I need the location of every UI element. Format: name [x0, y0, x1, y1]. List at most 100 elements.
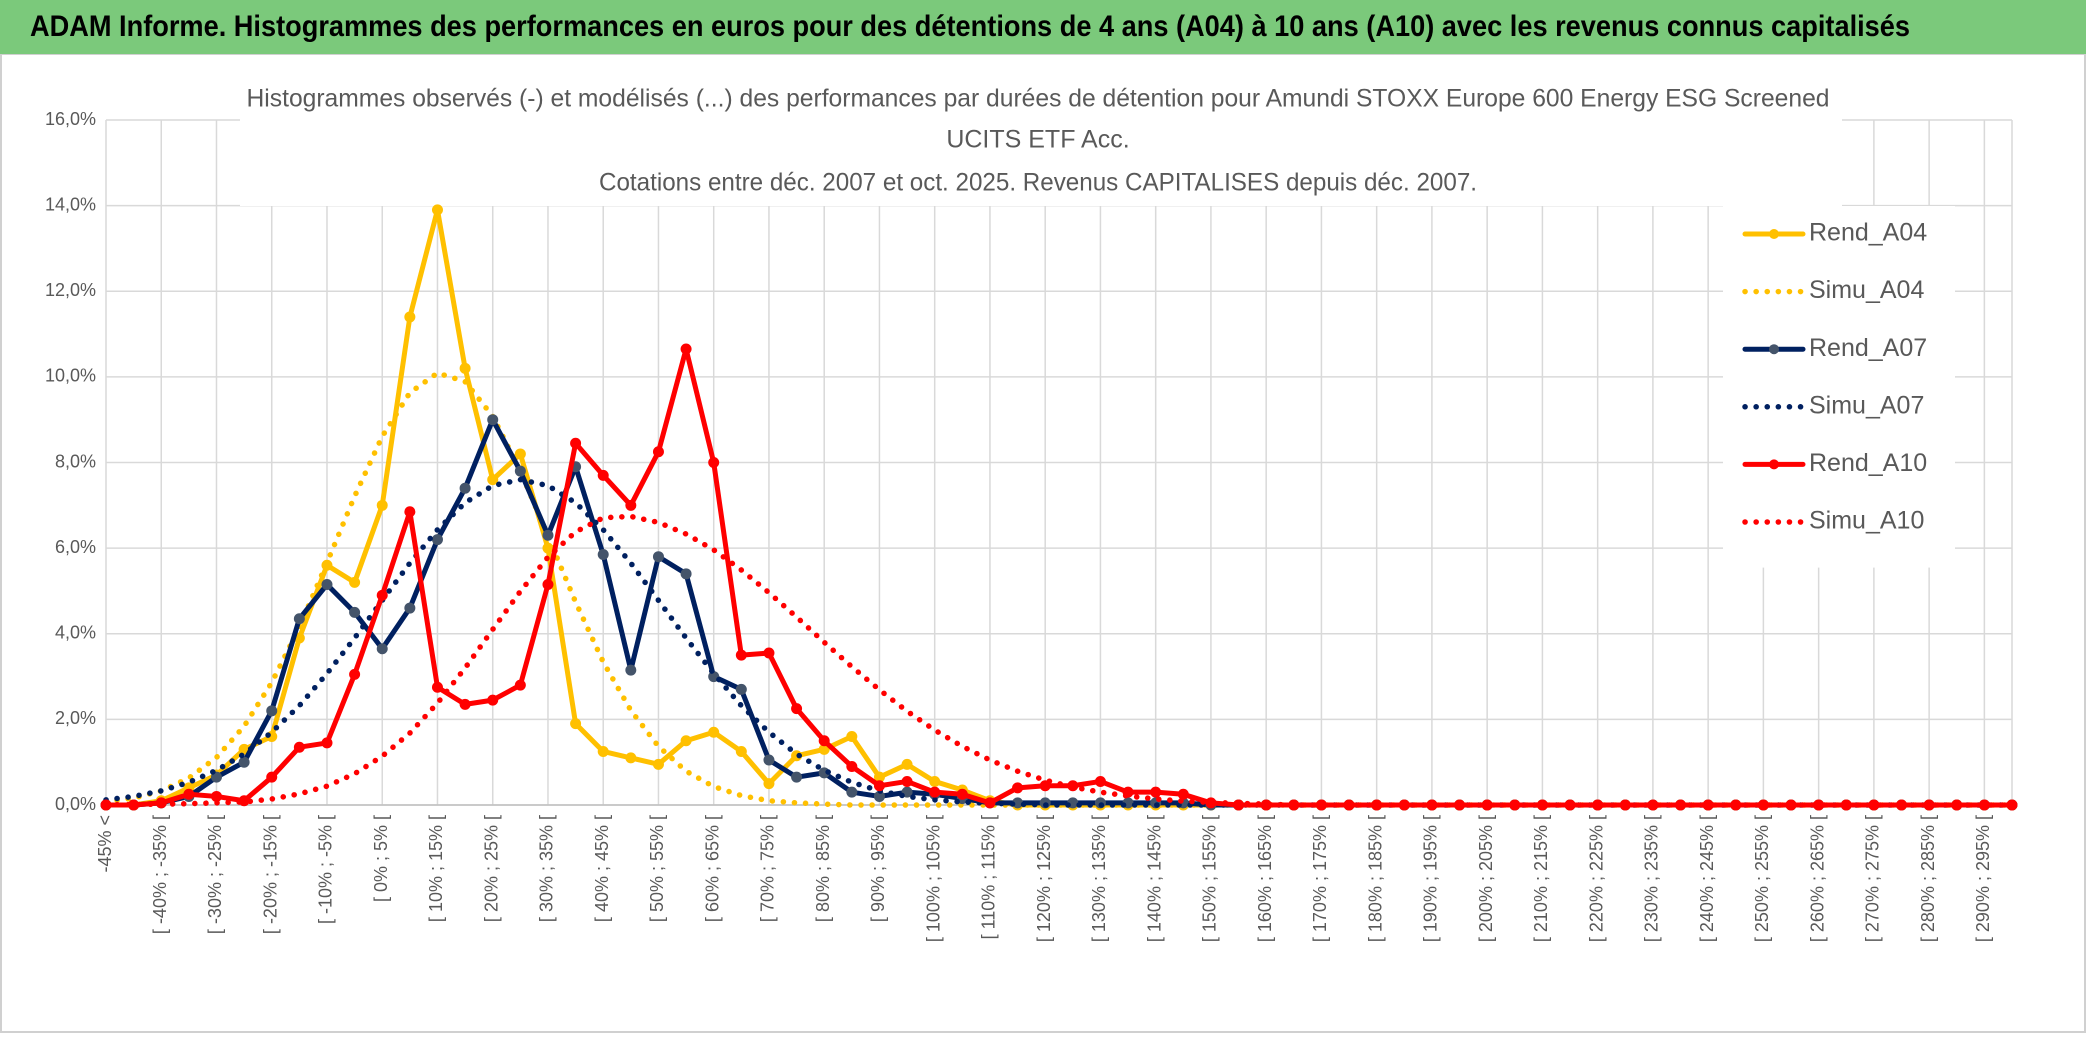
x-tick-label: [ 120% ; 125% [ — [1034, 815, 1054, 942]
data-point — [984, 797, 996, 809]
data-point — [956, 788, 968, 800]
data-point — [929, 786, 941, 798]
legend-label: Simu_A04 — [1809, 276, 1924, 304]
data-point — [487, 414, 499, 426]
legend-label: Rend_A07 — [1809, 334, 1927, 362]
data-point — [1094, 775, 1106, 787]
data-point — [901, 775, 913, 787]
legend-label: Rend_A10 — [1809, 449, 1927, 477]
y-tick-label: 0,0% — [55, 794, 96, 814]
x-tick-label: [ 290% ; 295% [ — [1973, 815, 1993, 942]
x-tick-label: [ 130% ; 135% [ — [1089, 815, 1109, 942]
x-tick-label: -45% < — [95, 815, 115, 873]
data-point — [625, 499, 637, 511]
data-point — [680, 735, 692, 747]
legend-marker — [1769, 229, 1779, 239]
data-point — [846, 731, 858, 742]
data-point — [514, 679, 526, 691]
data-point — [597, 549, 609, 561]
legend-label: Simu_A10 — [1809, 507, 1924, 535]
data-point — [846, 760, 858, 772]
data-point — [459, 482, 471, 494]
data-point — [818, 735, 830, 747]
data-point — [293, 613, 305, 625]
x-tick-label: [ 160% ; 165% [ — [1255, 815, 1275, 942]
legend: Rend_A04 Simu_A04 Rend_A07 Simu_A07 Rend_A10… — [1723, 206, 1955, 568]
data-point — [873, 780, 885, 792]
chart-title: Cotations entre déc. 2007 et oct. 2025. … — [599, 169, 1477, 197]
data-point — [2006, 799, 2018, 811]
x-tick-label: [ -30% ; -25% [ — [205, 815, 225, 934]
data-point — [652, 551, 664, 563]
data-point — [929, 775, 941, 787]
y-tick-label: 4,0% — [55, 623, 96, 643]
data-point — [459, 362, 471, 374]
title-box — [240, 80, 1842, 206]
data-point — [735, 745, 747, 757]
x-tick-label: [ 150% ; 155% [ — [1200, 815, 1220, 942]
data-point — [597, 469, 609, 481]
data-point — [652, 758, 664, 770]
header-band — [0, 0, 2086, 54]
data-point — [487, 694, 499, 706]
x-tick-label: [ 80% ; 85% [ — [813, 815, 833, 922]
data-point — [404, 311, 416, 323]
data-point — [293, 741, 305, 753]
x-tick-label: [ 280% ; 285% [ — [1918, 815, 1938, 942]
x-tick-label: [ -20% ; -15% [ — [260, 815, 280, 934]
data-point — [542, 579, 554, 591]
y-tick-label: 10,0% — [45, 366, 96, 386]
data-point — [431, 204, 443, 216]
data-point — [652, 446, 664, 458]
data-point — [570, 437, 582, 449]
chart-title: Histogrammes observés (-) et modélisés (… — [247, 85, 1830, 113]
data-point — [404, 506, 416, 518]
data-point — [183, 788, 195, 800]
y-tick-label: 16,0% — [45, 109, 96, 129]
data-point — [210, 771, 222, 783]
data-point — [376, 643, 388, 655]
x-tick-label: [ 100% ; 105% [ — [923, 815, 943, 942]
x-tick-label: [ 180% ; 185% [ — [1365, 815, 1385, 942]
data-point — [514, 448, 526, 460]
x-tick-label: [ 220% ; 225% [ — [1586, 815, 1606, 942]
data-point — [542, 529, 554, 541]
data-point — [321, 579, 333, 591]
data-point — [708, 726, 720, 738]
x-tick-label: [ 60% ; 65% [ — [702, 815, 722, 922]
plot-area: 0,0% 2,0% 4,0% 6,0% 8,0% 10,0% 12,0% 14,0% 16,0%… — [45, 109, 2018, 942]
data-point — [735, 683, 747, 695]
x-tick-label: [ 230% ; 235% [ — [1642, 815, 1662, 942]
x-tick-label: [ 240% ; 245% [ — [1697, 815, 1717, 942]
data-point — [1012, 782, 1024, 794]
y-tick-label: 2,0% — [55, 708, 96, 728]
data-point — [570, 718, 582, 730]
x-tick-label: [ 70% ; 75% [ — [758, 815, 778, 922]
data-point — [431, 534, 443, 546]
x-tick-label: [ 40% ; 45% [ — [592, 815, 612, 922]
data-point — [763, 778, 775, 790]
data-point — [349, 606, 361, 618]
data-point — [1150, 786, 1162, 798]
data-point — [791, 771, 803, 783]
data-point — [1177, 788, 1189, 800]
data-point — [349, 668, 361, 680]
y-tick-label: 8,0% — [55, 451, 96, 471]
legend-box — [1723, 206, 1955, 568]
data-point — [376, 589, 388, 601]
x-tick-label: [ -10% ; -5% [ — [316, 815, 336, 924]
y-tick-label: 6,0% — [55, 537, 96, 557]
data-point — [735, 649, 747, 661]
data-point — [210, 790, 222, 802]
x-tick-label: [ 170% ; 175% [ — [1310, 815, 1330, 942]
data-point — [763, 647, 775, 659]
data-point — [763, 754, 775, 766]
data-point — [901, 758, 913, 770]
data-point — [708, 457, 720, 468]
x-tick-label: [ 210% ; 215% [ — [1531, 815, 1551, 942]
x-tick-label: [ 50% ; 55% [ — [647, 815, 667, 922]
x-tick-label: [ 90% ; 95% [ — [868, 815, 888, 922]
data-point — [376, 499, 388, 511]
